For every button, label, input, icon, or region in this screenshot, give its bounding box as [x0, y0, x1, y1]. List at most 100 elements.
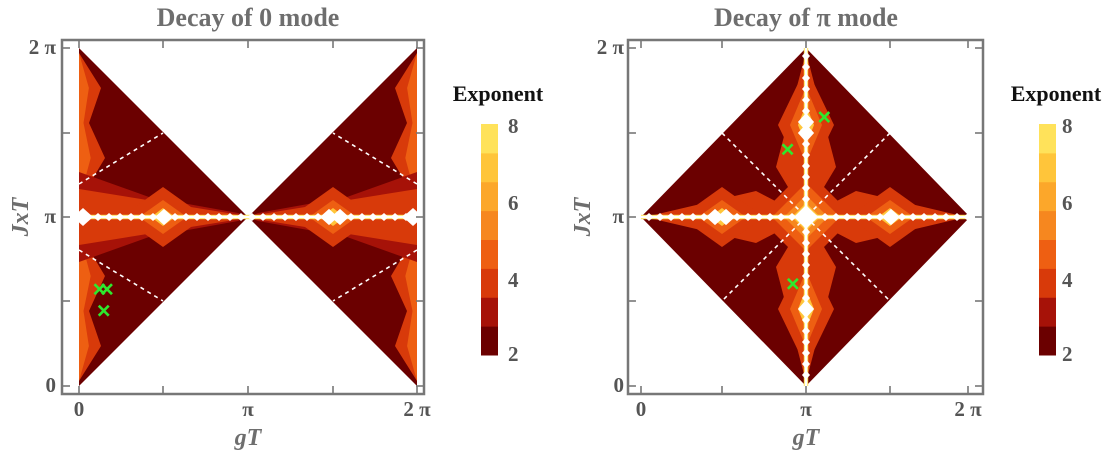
heatmap-region	[115, 212, 125, 222]
dashed-line	[78, 249, 164, 302]
colorbar-tick-label: 6	[1062, 191, 1073, 215]
heatmap-region	[801, 238, 811, 248]
marker-stroke	[786, 277, 799, 290]
heatmap-region	[801, 51, 811, 61]
colorbar-tick-label: 4	[1062, 268, 1073, 292]
y-tick-label: 0	[46, 373, 57, 397]
heatmap-region	[801, 172, 811, 182]
heatmap-region	[717, 208, 735, 226]
heatmap-region	[801, 260, 811, 270]
chart-title: Decay of π mode	[714, 3, 898, 32]
heatmap	[641, 48, 970, 386]
heatmap-region	[258, 212, 268, 222]
heatmap-region	[801, 249, 811, 259]
heatmap-region	[302, 212, 312, 222]
colorbar-segment	[481, 268, 498, 298]
heatmap-region	[320, 208, 338, 226]
colorbar-tick-label: 8	[1062, 114, 1073, 138]
colorbar	[1039, 124, 1056, 356]
panel-zero-mode: Decay of 0 mode 2 π π 0 0 π 2 π gT JxT E…	[8, 3, 544, 451]
x-axis-label: gT	[234, 425, 263, 451]
marker-x	[786, 277, 799, 290]
heatmap-region	[801, 161, 811, 171]
heatmap-region	[313, 212, 323, 222]
colorbar-segment	[481, 152, 498, 183]
heatmap-region	[247, 212, 257, 222]
heatmap-region	[93, 212, 103, 222]
x-tick-label: 0	[636, 397, 647, 421]
heatmap-region	[801, 348, 811, 358]
colorbar-segment	[481, 210, 498, 240]
marker-stroke	[97, 304, 110, 317]
heatmap-region	[126, 212, 136, 222]
heatmap-region	[801, 227, 811, 237]
dashed-line	[332, 132, 418, 185]
y-tick-label: 2 π	[597, 35, 625, 59]
heatmap-region	[280, 212, 290, 222]
dashed-line	[721, 132, 807, 218]
heatmap-region	[801, 150, 811, 160]
heatmap-region	[875, 212, 885, 222]
heatmap-region	[801, 282, 811, 292]
heatmap-region	[801, 271, 811, 281]
heatmap-region	[655, 212, 665, 222]
heatmap-region	[269, 212, 279, 222]
heatmap-region	[331, 208, 349, 226]
heatmap-region	[801, 106, 811, 116]
heatmap-region	[403, 208, 418, 226]
heatmap-region	[801, 370, 811, 380]
heatmap-region	[688, 212, 698, 222]
colorbar-segment	[481, 297, 498, 327]
dashed-line	[332, 249, 418, 302]
colorbar-tick-label: 2	[1062, 342, 1073, 366]
y-axis-label: JxT	[8, 196, 34, 237]
heatmap-region	[214, 212, 224, 222]
heatmap-region	[787, 212, 797, 222]
heatmap	[78, 48, 418, 386]
heatmap-region	[853, 212, 863, 222]
heatmap-region	[192, 212, 202, 222]
marker-x	[818, 111, 831, 123]
colorbar-segment	[1039, 239, 1056, 269]
heatmap-region	[820, 212, 830, 222]
heatmap-region	[797, 113, 815, 131]
heatmap-region	[754, 212, 764, 222]
dashed-line	[721, 216, 807, 302]
x-tick-label: 0	[74, 397, 85, 421]
x-tick-label: π	[242, 397, 254, 421]
y-tick-label: π	[612, 204, 624, 228]
heatmap-region	[963, 212, 970, 222]
tick-marks	[62, 40, 424, 394]
heatmap-region	[842, 212, 852, 222]
heatmap-region	[155, 208, 173, 226]
x-axis-label: gT	[792, 425, 821, 451]
chart-title: Decay of 0 mode	[157, 3, 340, 32]
heatmap-region	[368, 212, 378, 222]
heatmap-region	[357, 212, 367, 222]
marker-stroke	[101, 283, 113, 296]
colorbar-segment	[481, 181, 498, 212]
heatmap-region	[908, 212, 918, 222]
heatmap-region	[170, 212, 180, 222]
heatmap-region	[390, 212, 400, 222]
panel-pi-mode: Decay of π mode 2 π π 0 0 π 2 π gT JxT E…	[570, 3, 1102, 451]
heatmap-region	[203, 212, 213, 222]
marker-stroke	[781, 143, 794, 156]
y-tick-label: 2 π	[29, 35, 57, 59]
colorbar-tick-label: 6	[508, 191, 519, 215]
heatmap-region	[801, 73, 811, 83]
heatmap-region	[882, 208, 900, 226]
heatmap-region	[919, 212, 929, 222]
heatmap-region	[801, 183, 811, 193]
heatmap-region	[732, 212, 742, 222]
heatmap-region	[677, 212, 687, 222]
heatmap-region	[181, 212, 191, 222]
x-tick-label: 2 π	[403, 397, 431, 421]
y-tick-label: 0	[614, 373, 625, 397]
colorbar-tick-label: 2	[508, 342, 519, 366]
heatmap-region	[801, 359, 811, 369]
heatmap-region	[765, 212, 775, 222]
heatmap-region	[801, 337, 811, 347]
heatmap-region	[291, 212, 301, 222]
